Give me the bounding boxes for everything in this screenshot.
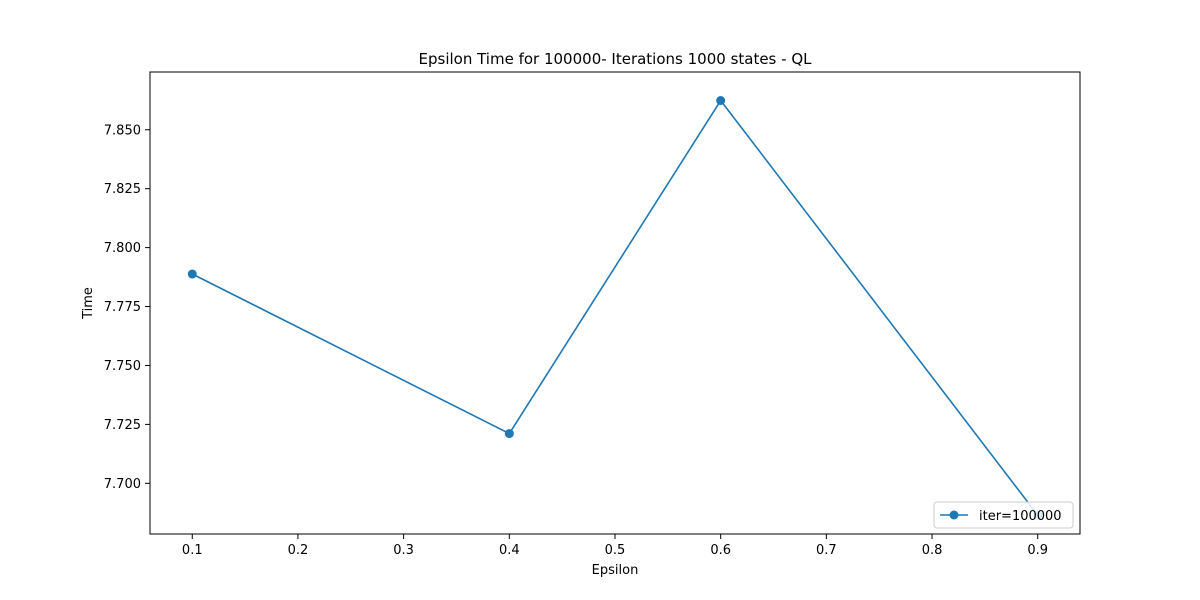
legend-marker-swatch xyxy=(949,510,959,520)
x-axis-label: Epsilon xyxy=(592,563,639,578)
x-tick-label: 0.2 xyxy=(288,543,309,558)
y-tick-label: 7.700 xyxy=(104,477,141,492)
y-tick-label: 7.725 xyxy=(104,418,141,433)
y-tick-label: 7.750 xyxy=(104,359,141,374)
x-tick-label: 0.4 xyxy=(499,543,520,558)
y-axis: 7.700 7.725 7.750 7.775 7.800 7.825 7.850 xyxy=(104,123,150,492)
y-tick-label: 7.775 xyxy=(104,300,141,315)
data-point xyxy=(187,269,197,279)
series-line xyxy=(191,99,1039,516)
data-point xyxy=(716,96,726,106)
x-tick-label: 0.9 xyxy=(1027,543,1048,558)
y-tick-label: 7.850 xyxy=(104,123,141,138)
data-point xyxy=(504,429,514,439)
y-axis-label: Time xyxy=(81,287,96,320)
legend-box xyxy=(933,501,1074,529)
x-tick-label: 0.1 xyxy=(182,543,203,558)
chart-title: Epsilon Time for 100000- Iterations 1000… xyxy=(419,50,813,68)
y-tick-label: 7.825 xyxy=(104,182,141,197)
x-tick-label: 0.6 xyxy=(710,543,731,558)
x-tick-label: 0.8 xyxy=(922,543,943,558)
plot-area xyxy=(187,96,1043,520)
x-tick-label: 0.3 xyxy=(393,543,414,558)
x-tick-label: 0.5 xyxy=(605,543,626,558)
x-axis: 0.1 0.2 0.3 0.4 0.5 0.6 0.7 0.8 0.9 xyxy=(182,534,1048,558)
plot-frame xyxy=(149,71,1081,535)
x-tick-label: 0.7 xyxy=(816,543,837,558)
legend-label: iter=100000 xyxy=(979,509,1062,524)
legend: iter=100000 xyxy=(933,501,1074,529)
y-tick-label: 7.800 xyxy=(104,241,141,256)
